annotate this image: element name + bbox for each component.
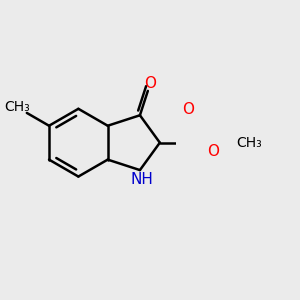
Text: NH: NH bbox=[130, 172, 153, 187]
Text: CH₃: CH₃ bbox=[4, 100, 30, 114]
Text: O: O bbox=[182, 102, 194, 117]
Text: CH₃: CH₃ bbox=[236, 136, 262, 150]
Text: O: O bbox=[207, 144, 219, 159]
Text: O: O bbox=[144, 76, 156, 91]
